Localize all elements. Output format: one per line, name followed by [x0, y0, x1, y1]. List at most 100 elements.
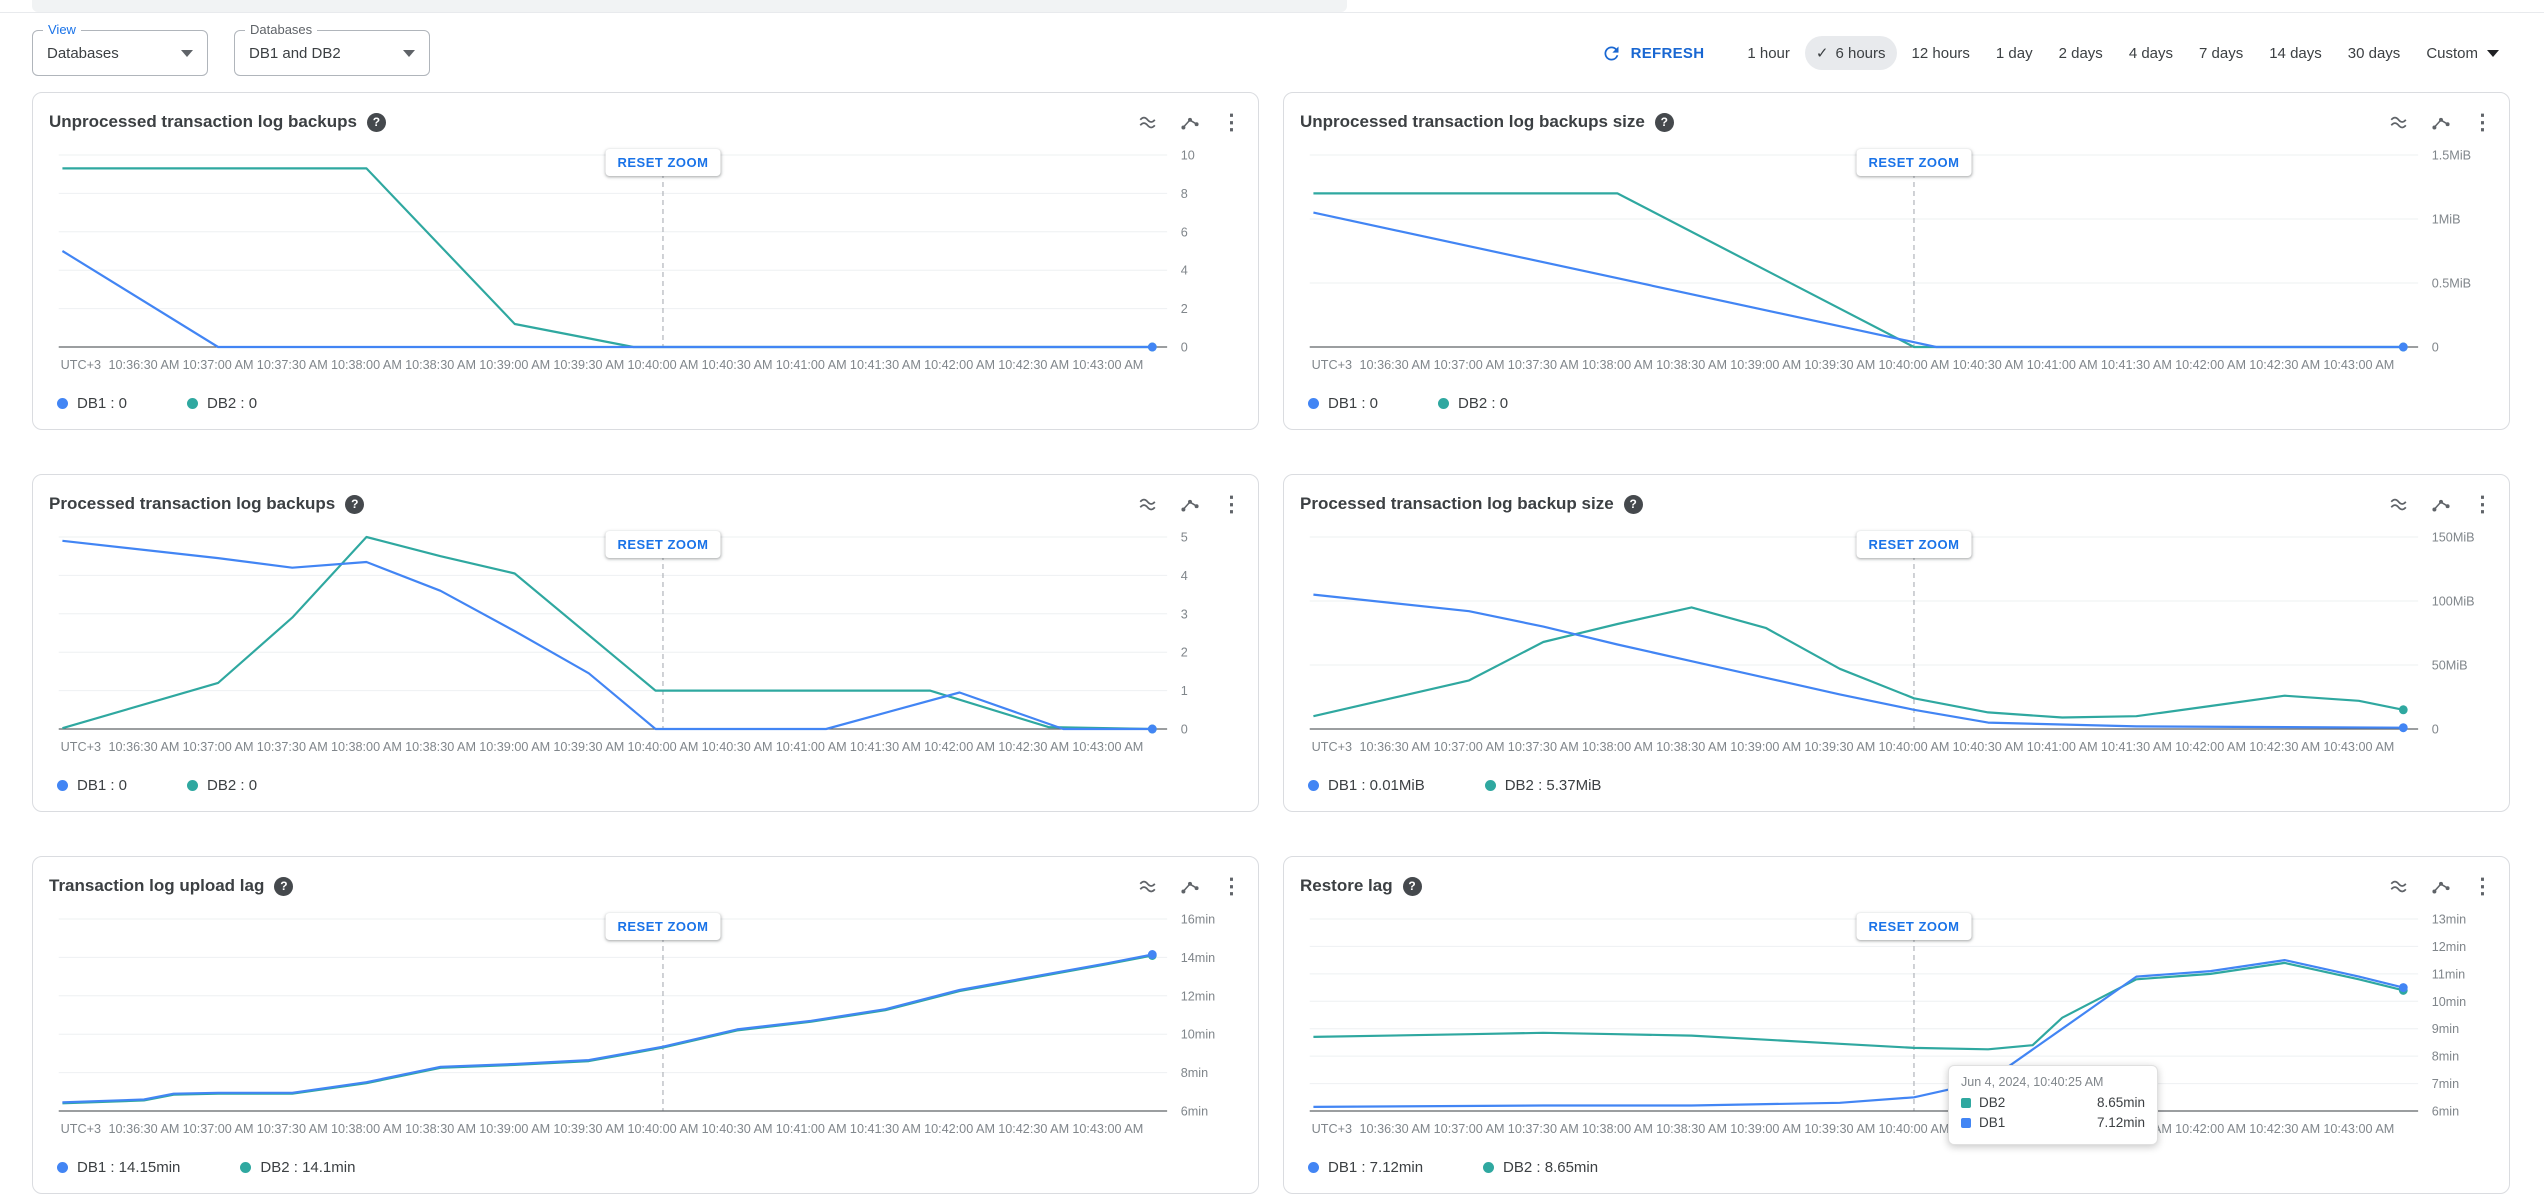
svg-text:10:38:30 AM: 10:38:30 AM [405, 739, 476, 754]
series-color-dot [1308, 1162, 1319, 1173]
legend-item-db2[interactable]: DB2 : 5.37MiB [1485, 777, 1602, 794]
svg-text:10:41:30 AM: 10:41:30 AM [850, 357, 921, 372]
reset-zoom-button[interactable]: RESET ZOOM [1856, 531, 1971, 558]
svg-text:10min: 10min [1181, 1027, 1215, 1042]
chart-canvas[interactable]: 012345UTC+310:36:30 AM10:37:00 AM10:37:3… [49, 525, 1242, 773]
chart-mode-icon[interactable] [2388, 875, 2410, 897]
legend-item-db1[interactable]: DB1 : 14.15min [57, 1159, 180, 1176]
legend-item-db2[interactable]: DB2 : 0 [187, 777, 257, 794]
series-color-dot [57, 398, 68, 409]
svg-text:10:40:00 AM: 10:40:00 AM [628, 739, 699, 754]
svg-text:10:41:30 AM: 10:41:30 AM [2101, 739, 2172, 754]
metrics-explorer-icon[interactable] [2430, 111, 2452, 133]
more-options-icon[interactable]: ⋮ [2472, 494, 2493, 515]
chart-mode-icon[interactable] [1137, 875, 1159, 897]
legend-item-db1[interactable]: DB1 : 7.12min [1308, 1159, 1423, 1176]
time-range-7-days[interactable]: 7 days [2188, 37, 2254, 70]
more-options-icon[interactable]: ⋮ [2472, 876, 2493, 897]
legend-item-db1[interactable]: DB1 : 0 [57, 395, 127, 412]
svg-text:10:40:30 AM: 10:40:30 AM [1953, 739, 2024, 754]
metrics-explorer-icon[interactable] [1179, 493, 1201, 515]
svg-text:10:39:00 AM: 10:39:00 AM [479, 739, 550, 754]
more-options-icon[interactable]: ⋮ [1221, 112, 1242, 133]
reset-zoom-button[interactable]: RESET ZOOM [605, 913, 720, 940]
time-range-chips: 1 hour ✓6 hours 12 hours 1 day 2 days 4 … [1736, 36, 2510, 70]
svg-text:10:42:30 AM: 10:42:30 AM [2249, 1121, 2320, 1136]
svg-text:UTC+3: UTC+3 [1312, 357, 1352, 372]
svg-text:10:40:30 AM: 10:40:30 AM [702, 1121, 773, 1136]
time-range-30-days[interactable]: 30 days [2337, 37, 2412, 70]
svg-text:10:40:00 AM: 10:40:00 AM [628, 1121, 699, 1136]
svg-text:12min: 12min [2432, 939, 2466, 954]
chart-canvas[interactable]: 6min8min10min12min14min16minUTC+310:36:3… [49, 907, 1242, 1155]
legend-item-db2[interactable]: DB2 : 8.65min [1483, 1159, 1598, 1176]
metrics-explorer-icon[interactable] [1179, 111, 1201, 133]
time-range-4-days[interactable]: 4 days [2118, 37, 2184, 70]
svg-text:7min: 7min [2432, 1076, 2459, 1091]
svg-text:10:37:30 AM: 10:37:30 AM [257, 357, 328, 372]
svg-text:10:42:30 AM: 10:42:30 AM [998, 1121, 1069, 1136]
legend-item-db2[interactable]: DB2 : 0 [187, 395, 257, 412]
svg-text:10:38:00 AM: 10:38:00 AM [1582, 739, 1653, 754]
chart-mode-icon[interactable] [1137, 493, 1159, 515]
svg-text:10:39:30 AM: 10:39:30 AM [553, 357, 624, 372]
databases-select[interactable]: Databases DB1 and DB2 [234, 30, 430, 76]
metrics-explorer-icon[interactable] [2430, 875, 2452, 897]
reset-zoom-button[interactable]: RESET ZOOM [1856, 149, 1971, 176]
svg-text:10:42:00 AM: 10:42:00 AM [924, 739, 995, 754]
help-icon[interactable]: ? [1655, 113, 1674, 132]
time-range-2-days[interactable]: 2 days [2048, 37, 2114, 70]
reset-zoom-button[interactable]: RESET ZOOM [1856, 913, 1971, 940]
chart-canvas[interactable]: 6min7min8min9min10min11min12min13minUTC+… [1300, 907, 2493, 1155]
svg-text:6: 6 [1181, 224, 1188, 239]
svg-text:10:36:30 AM: 10:36:30 AM [109, 739, 180, 754]
chart-mode-icon[interactable] [1137, 111, 1159, 133]
svg-text:10:38:30 AM: 10:38:30 AM [1656, 739, 1727, 754]
chart-title: Unprocessed transaction log backups [49, 112, 357, 132]
help-icon[interactable]: ? [345, 495, 364, 514]
time-range-6-hours[interactable]: ✓6 hours [1805, 36, 1897, 70]
view-select[interactable]: View Databases [32, 30, 208, 76]
chart-card-unprocessed-transaction-log-backups-size: Unprocessed transaction log backups size… [1283, 92, 2510, 430]
svg-text:10:40:00 AM: 10:40:00 AM [1879, 739, 1950, 754]
svg-text:6min: 6min [2432, 1103, 2459, 1118]
svg-text:0.5MiB: 0.5MiB [2432, 275, 2471, 290]
time-range-1-day[interactable]: 1 day [1985, 37, 2044, 70]
chart-mode-icon[interactable] [2388, 111, 2410, 133]
help-icon[interactable]: ? [1403, 877, 1422, 896]
svg-text:8min: 8min [1181, 1065, 1208, 1080]
metrics-explorer-icon[interactable] [1179, 875, 1201, 897]
reset-zoom-button[interactable]: RESET ZOOM [605, 531, 720, 558]
time-range-12-hours[interactable]: 12 hours [1901, 37, 1981, 70]
svg-text:100MiB: 100MiB [2432, 593, 2475, 608]
more-options-icon[interactable]: ⋮ [1221, 494, 1242, 515]
databases-select-value: DB1 and DB2 [249, 45, 341, 62]
cropped-header-strip [32, 0, 1347, 12]
svg-text:10:37:00 AM: 10:37:00 AM [1434, 1121, 1505, 1136]
time-range-custom[interactable]: Custom [2415, 37, 2510, 70]
more-options-icon[interactable]: ⋮ [1221, 876, 1242, 897]
help-icon[interactable]: ? [367, 113, 386, 132]
time-range-1-hour[interactable]: 1 hour [1736, 37, 1801, 70]
legend-item-db1[interactable]: DB1 : 0.01MiB [1308, 777, 1425, 794]
databases-select-label: Databases [245, 22, 317, 37]
legend-item-db1[interactable]: DB1 : 0 [57, 777, 127, 794]
svg-text:10:41:30 AM: 10:41:30 AM [850, 1121, 921, 1136]
svg-text:UTC+3: UTC+3 [61, 1121, 101, 1136]
help-icon[interactable]: ? [1624, 495, 1643, 514]
svg-text:UTC+3: UTC+3 [1312, 739, 1352, 754]
reset-zoom-button[interactable]: RESET ZOOM [605, 149, 720, 176]
chart-mode-icon[interactable] [2388, 493, 2410, 515]
chart-canvas[interactable]: 050MiB100MiB150MiBUTC+310:36:30 AM10:37:… [1300, 525, 2493, 773]
chart-canvas[interactable]: 00.5MiB1MiB1.5MiBUTC+310:36:30 AM10:37:0… [1300, 143, 2493, 391]
legend-item-db2[interactable]: DB2 : 0 [1438, 395, 1508, 412]
refresh-button[interactable]: REFRESH [1595, 42, 1711, 65]
metrics-explorer-icon[interactable] [2430, 493, 2452, 515]
legend-item-db1[interactable]: DB1 : 0 [1308, 395, 1378, 412]
chart-canvas[interactable]: 0246810UTC+310:36:30 AM10:37:00 AM10:37:… [49, 143, 1242, 391]
help-icon[interactable]: ? [274, 877, 293, 896]
time-range-14-days[interactable]: 14 days [2258, 37, 2333, 70]
legend-item-db2[interactable]: DB2 : 14.1min [240, 1159, 355, 1176]
more-options-icon[interactable]: ⋮ [2472, 112, 2493, 133]
svg-text:10:39:00 AM: 10:39:00 AM [479, 1121, 550, 1136]
